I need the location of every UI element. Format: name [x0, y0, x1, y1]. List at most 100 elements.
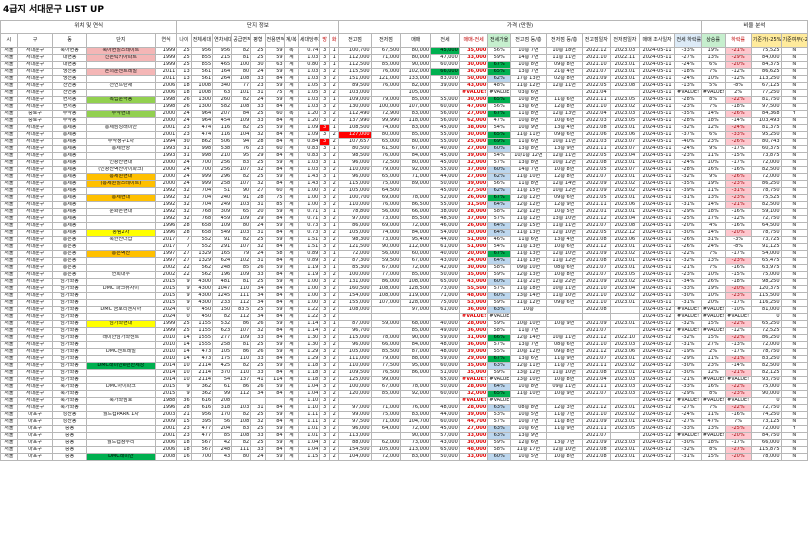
- cell-5: 22: [176, 271, 192, 279]
- cell-26: -18%: [674, 68, 702, 76]
- cell-1: 서대문구: [16, 68, 54, 76]
- cell-16: 69,000: [370, 222, 402, 230]
- cell-10: 85: [264, 201, 285, 209]
- cell-7: 175: [212, 355, 233, 363]
- cell-0: 서울: [0, 138, 18, 146]
- cell-0: 서울: [0, 390, 18, 398]
- sheet-title: 4급지 서대문구 LIST UP: [3, 5, 104, 15]
- cell-30: N: [780, 271, 808, 279]
- cell-10: 84: [264, 103, 285, 111]
- cell-16: 64,000: [370, 425, 402, 433]
- cell-27: 13%: [700, 425, 726, 433]
- cell-1: 중로구: [16, 117, 54, 125]
- cell-3: 남가좌현대: [85, 320, 156, 328]
- cell-30: N: [780, 327, 808, 335]
- cell-9: 41: [250, 376, 266, 384]
- cell-2: 천연동: [52, 89, 87, 97]
- cell-16: 76,000: [370, 152, 402, 160]
- cell-22: 13층 4번: [545, 124, 583, 132]
- cell-17: 78,000: [400, 383, 432, 391]
- cell-4: 2000: [154, 110, 178, 118]
- cell-14: 2: [328, 327, 340, 335]
- cell-26: #VALUE!: [674, 306, 702, 314]
- cell-22: 13층 7번: [545, 439, 583, 447]
- cell-14: 2: [328, 411, 340, 419]
- cell-3: 돈의문센트레빌: [85, 68, 156, 76]
- cell-0: 서울: [0, 257, 18, 265]
- cell-11: 계: [283, 439, 299, 447]
- column-header: 방: [319, 33, 330, 48]
- cell-22: [545, 397, 583, 405]
- cell-10: 84: [264, 404, 285, 412]
- cell-5: 13: [176, 75, 192, 83]
- cell-6: 567: [190, 446, 214, 454]
- cell-2: 남가좌동: [52, 376, 87, 384]
- cell-14: 1: [328, 264, 340, 272]
- cell-20: 54%: [487, 124, 512, 132]
- cell-9: 23: [250, 82, 266, 90]
- cell-18: 55,000: [430, 138, 460, 146]
- cell-21: 11층 15번: [510, 187, 547, 195]
- cell-3: [85, 103, 156, 111]
- cell-19: 25,000: [458, 138, 489, 146]
- cell-23: 2021.10: [581, 341, 612, 349]
- cell-6: 474: [190, 124, 214, 132]
- cell-21: 10층 5번: [510, 453, 547, 461]
- cell-29: 64,500: [750, 222, 782, 230]
- cell-8: 82: [231, 96, 252, 104]
- cell-13: 3: [319, 61, 330, 69]
- cell-13: 3: [319, 299, 330, 307]
- cell-30: N: [780, 61, 808, 69]
- cell-19: 35,000: [458, 362, 489, 370]
- cell-24: 2023.01: [610, 299, 640, 307]
- cell-2: 북가좌동: [52, 404, 87, 412]
- cell-5: 24: [176, 166, 192, 174]
- cell-27: 12%: [700, 369, 726, 377]
- cell-3: [85, 75, 156, 83]
- cell-30: N: [780, 222, 808, 230]
- cell-14: 2: [328, 341, 340, 349]
- cell-29: 115,500: [750, 292, 782, 300]
- cell-26: -20%: [674, 222, 702, 230]
- cell-19: 28,000: [458, 404, 489, 412]
- cell-22: 11층 8번: [545, 418, 583, 426]
- cell-8: 82: [231, 236, 252, 244]
- cell-17: [400, 187, 432, 195]
- cell-2: 중동: [52, 453, 87, 461]
- cell-12: 1.43: [297, 180, 321, 188]
- table-row: 서울 중로구 무악동 2000 24 964 454 109 33 84 계 1.20 3 2 137,99…: [0, 117, 808, 125]
- cell-26: -30%: [674, 229, 702, 237]
- cell-4: 1998: [154, 96, 178, 104]
- cell-8: 81: [231, 278, 252, 286]
- cell-11: 계: [283, 404, 299, 412]
- cell-2: 홍제동: [52, 166, 87, 174]
- cell-26: -31%: [674, 194, 702, 202]
- cell-27: 14%: [700, 229, 726, 237]
- cell-11: 계: [283, 278, 299, 286]
- cell-28: -14%: [724, 117, 752, 125]
- cell-13: 3: [319, 229, 330, 237]
- cell-19: 30,000: [458, 229, 489, 237]
- cell-9: 25: [250, 173, 266, 181]
- cell-14: 2: [328, 285, 340, 293]
- cell-24: 2023.06: [610, 201, 640, 209]
- cell-5: 30: [176, 138, 192, 146]
- column-header: 화: [328, 33, 340, 48]
- cell-2: 홍제동: [52, 229, 87, 237]
- cell-24: 2023.07: [610, 166, 640, 174]
- cell-14: 2: [328, 201, 340, 209]
- cell-6: 362: [190, 390, 214, 398]
- cell-26: -30%: [674, 369, 702, 377]
- cell-29: 78,750: [750, 229, 782, 237]
- cell-26: -31%: [674, 201, 702, 209]
- cell-13: 3: [319, 250, 330, 258]
- cell-3: [85, 117, 156, 125]
- cell-26: -22%: [674, 250, 702, 258]
- cell-9: 33: [250, 271, 266, 279]
- cell-12: 0.80: [297, 61, 321, 69]
- cell-3: [85, 418, 156, 426]
- cell-14: 2: [328, 82, 340, 90]
- cell-21: 10층 12번: [510, 348, 547, 356]
- cell-17: 90,000: [400, 334, 432, 342]
- cell-18: [430, 89, 460, 97]
